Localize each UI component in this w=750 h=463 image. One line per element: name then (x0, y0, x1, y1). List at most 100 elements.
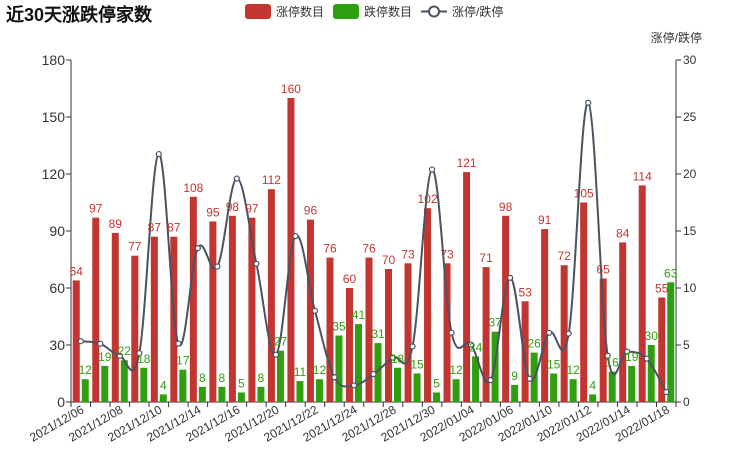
ratio-point[interactable] (194, 245, 201, 252)
ratio-point[interactable] (643, 355, 650, 362)
fall-bar[interactable] (335, 335, 343, 403)
rise-bar[interactable] (92, 217, 100, 402)
rise-bar[interactable] (619, 242, 627, 402)
rise-bar[interactable] (189, 196, 197, 402)
y-right-tick-label: 20 (683, 167, 697, 181)
ratio-point[interactable] (448, 329, 455, 336)
rise-data-label: 53 (518, 285, 532, 299)
rise-bar[interactable] (267, 189, 275, 402)
legend-item-rise[interactable]: 涨停数目 (245, 4, 324, 19)
y-left-tick-label: 60 (49, 280, 65, 296)
fall-bar[interactable] (413, 373, 421, 403)
ratio-point[interactable] (331, 374, 338, 381)
ratio-point[interactable] (370, 370, 377, 378)
rise-bar[interactable] (502, 215, 510, 402)
rise-bar[interactable] (248, 217, 256, 402)
fall-bar[interactable] (140, 367, 148, 402)
ratio-point[interactable] (546, 329, 553, 336)
rise-bar[interactable] (404, 263, 412, 402)
fall-bar[interactable] (296, 381, 304, 402)
fall-bar[interactable] (374, 343, 382, 402)
ratio-point[interactable] (565, 330, 572, 337)
rise-bar[interactable] (580, 202, 588, 403)
fall-bar[interactable] (647, 345, 655, 402)
rise-bar[interactable] (111, 232, 119, 402)
fall-bar[interactable] (569, 379, 577, 402)
rise-bar[interactable] (345, 288, 353, 402)
fall-bar[interactable] (608, 371, 616, 402)
fall-bar[interactable] (511, 384, 519, 402)
fall-bar[interactable] (159, 394, 167, 402)
fall-bar[interactable] (354, 324, 362, 402)
ratio-point[interactable] (663, 388, 670, 396)
rise-bar[interactable] (365, 257, 373, 402)
rise-bar[interactable] (463, 172, 471, 402)
fall-bar[interactable] (218, 386, 226, 402)
fall-bar[interactable] (452, 379, 460, 402)
rise-bar[interactable] (560, 265, 568, 402)
rise-bar[interactable] (306, 219, 314, 402)
ratio-point[interactable] (311, 307, 319, 314)
ratio-point[interactable] (214, 263, 221, 270)
fall-data-label: 8 (258, 371, 265, 385)
rise-bar[interactable] (599, 278, 607, 403)
ratio-point[interactable] (272, 351, 280, 358)
ratio-point[interactable] (233, 175, 240, 182)
y-right-tick-label: 25 (683, 110, 697, 124)
fall-bar[interactable] (198, 386, 206, 402)
ratio-point[interactable] (585, 99, 592, 106)
ratio-point[interactable] (175, 340, 182, 347)
rise-bar[interactable] (521, 301, 529, 402)
ratio-point[interactable] (97, 340, 104, 347)
ratio-point[interactable] (77, 338, 84, 345)
fall-bar[interactable] (394, 367, 402, 402)
rise-bar[interactable] (72, 280, 80, 402)
legend-item-fall[interactable]: 跌停数目 (333, 4, 412, 19)
rise-bar[interactable] (638, 185, 646, 402)
rise-bar[interactable] (131, 255, 139, 402)
fall-bar[interactable] (179, 369, 187, 402)
legend-item-ratio[interactable]: 涨停/跌停 (421, 4, 503, 19)
rise-bar[interactable] (658, 297, 666, 403)
fall-bar[interactable] (667, 282, 675, 402)
rise-bar[interactable] (424, 208, 432, 402)
ratio-point[interactable] (526, 375, 533, 382)
ratio-point[interactable] (253, 260, 260, 267)
rise-bar[interactable] (228, 215, 236, 402)
fall-bar[interactable] (589, 394, 597, 402)
fall-bar[interactable] (628, 365, 636, 402)
rise-bar[interactable] (385, 269, 393, 402)
fall-bar[interactable] (472, 356, 480, 402)
rise-bar[interactable] (541, 229, 549, 402)
ratio-point[interactable] (350, 382, 358, 389)
fall-bar[interactable] (315, 379, 323, 402)
ratio-point[interactable] (428, 166, 436, 173)
fall-bar[interactable] (276, 350, 284, 402)
ratio-point[interactable] (487, 377, 494, 384)
fall-bar[interactable] (433, 392, 441, 403)
fall-bar[interactable] (237, 392, 245, 403)
ratio-point[interactable] (507, 274, 514, 281)
ratio-point[interactable] (116, 352, 123, 359)
rise-bar[interactable] (482, 267, 490, 402)
ratio-point[interactable] (389, 354, 397, 361)
rise-bar[interactable] (150, 236, 158, 402)
fall-data-label: 4 (160, 378, 167, 392)
rise-bar[interactable] (209, 221, 217, 403)
data-labels: 6412971989227718874871710889589859781122… (70, 82, 678, 392)
ratio-point[interactable] (409, 343, 416, 350)
rise-bar[interactable] (326, 257, 334, 402)
fall-bar[interactable] (101, 365, 109, 402)
ratio-point[interactable] (624, 348, 631, 355)
fall-bar[interactable] (120, 360, 128, 402)
fall-bar[interactable] (81, 379, 89, 402)
ratio-point[interactable] (292, 233, 299, 240)
fall-bar[interactable] (257, 386, 265, 402)
ratio-point[interactable] (155, 150, 162, 158)
ratio-point[interactable] (136, 350, 143, 357)
ratio-point[interactable] (604, 352, 611, 359)
fall-bar[interactable] (550, 373, 558, 403)
ratio-line[interactable] (80, 101, 668, 393)
ratio-point[interactable] (467, 341, 475, 348)
rise-bar[interactable] (443, 263, 451, 402)
